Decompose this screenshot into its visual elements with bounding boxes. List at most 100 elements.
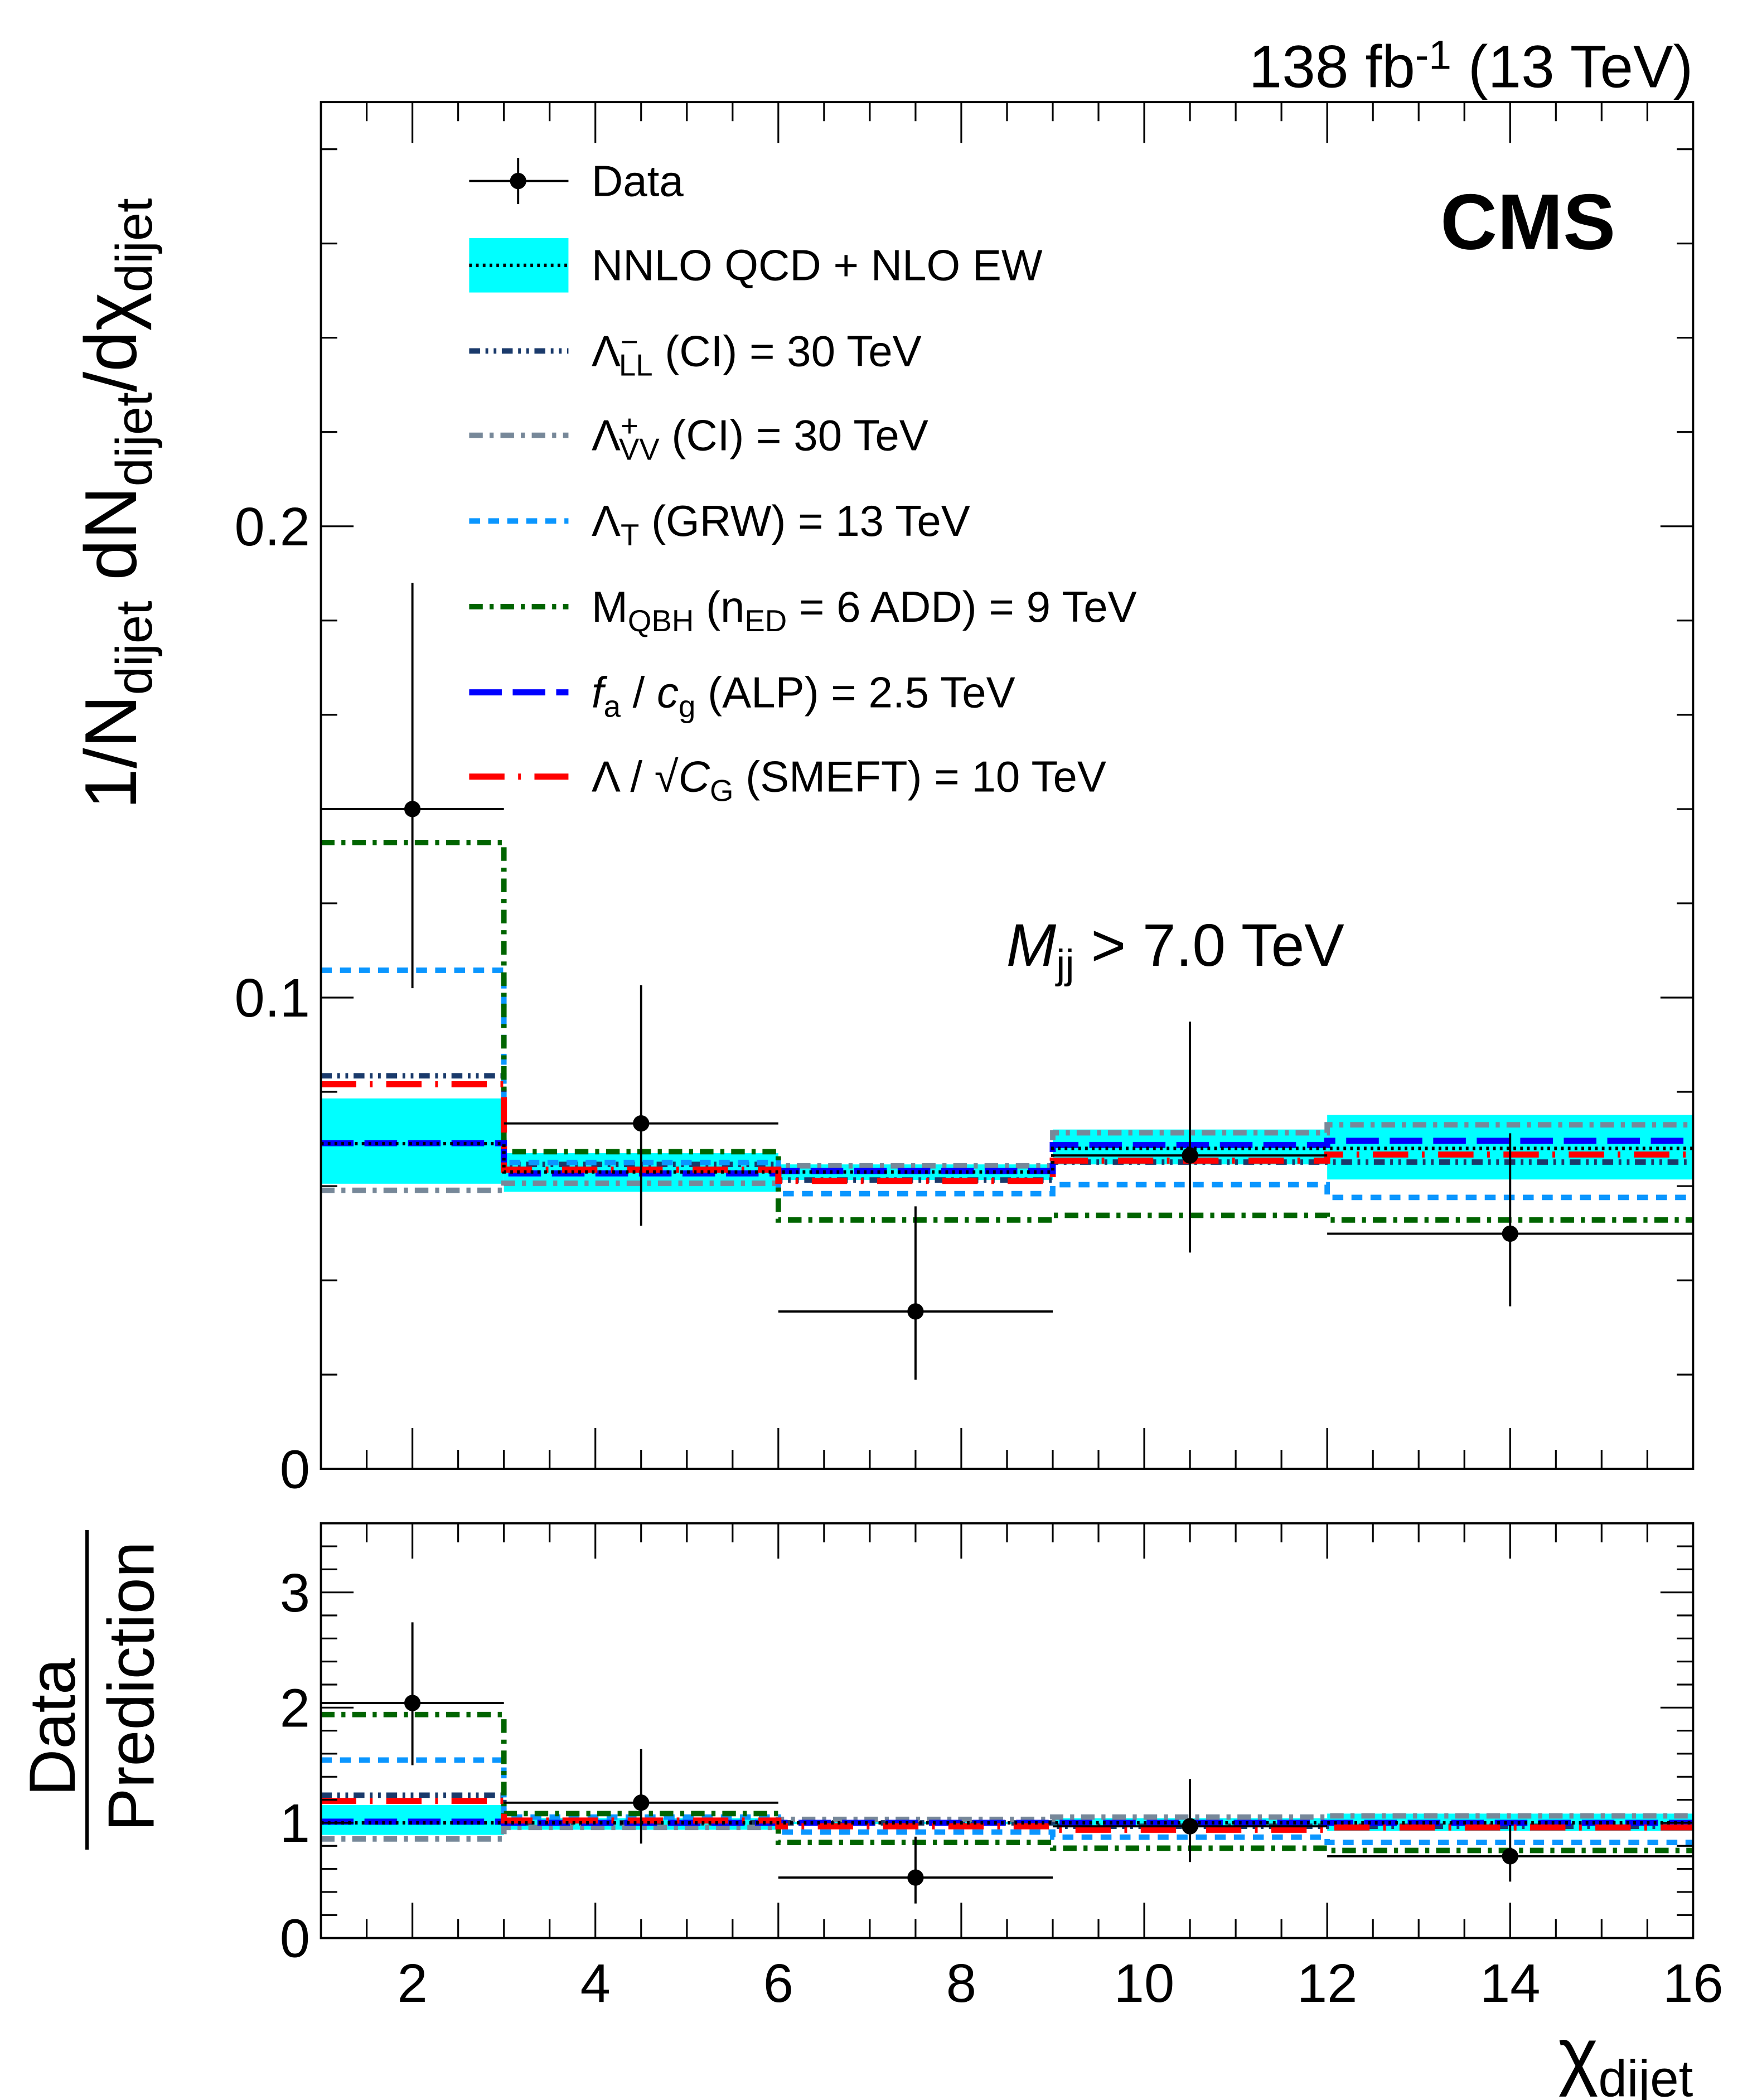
legend-label: fa / cg (ALP) = 2.5 TeV	[592, 667, 1015, 723]
y-tick-label: 1	[280, 1793, 310, 1854]
data-marker	[1182, 1147, 1198, 1164]
label-part: ED	[744, 603, 787, 637]
label-part: (GRW) = 13 TeV	[639, 496, 970, 545]
label-part: dijet	[105, 392, 162, 486]
legend-entry-grw: ΛT (GRW) = 13 TeV	[469, 496, 970, 552]
legend-label: Λ+ VV (CI) = 30 TeV	[592, 409, 928, 466]
data-marker	[1502, 1225, 1518, 1242]
data-point	[1327, 1825, 1693, 1882]
label-part: /dχ	[70, 292, 152, 392]
y-axis-label: 1/Ndijet dNdijet/dχdijet	[70, 198, 163, 809]
legend-label: ΛT (GRW) = 13 TeV	[592, 496, 970, 552]
label-part: Λ	[592, 410, 621, 459]
label-part: (13 TeV)	[1451, 33, 1693, 100]
legend-label: Λ / √CG (SMEFT) = 10 TeV	[592, 752, 1106, 807]
ratio-numerator-label: Data	[16, 1658, 89, 1796]
vv-prediction-line	[321, 1122, 1693, 1193]
legend-entry-qbh: MQBH (nED = 6 ADD) = 9 TeV	[469, 582, 1137, 638]
label-part: Λ	[592, 326, 621, 375]
label-part: = 6 ADD) = 9 TeV	[787, 582, 1137, 631]
data-marker	[907, 1869, 924, 1886]
label-part: Data	[592, 156, 684, 205]
x-axis-label: χdijet	[1558, 2012, 1693, 2100]
data-marker	[633, 1115, 650, 1132]
label-part: C	[679, 752, 710, 801]
y-tick-label: 0.1	[234, 967, 310, 1028]
plot-frame	[320, 1522, 1695, 1939]
label-part: Λ / √	[592, 752, 679, 801]
data-marker	[633, 1794, 650, 1811]
label-part: T	[621, 518, 639, 552]
label-part: (ALP) = 2.5 TeV	[695, 667, 1015, 717]
x-tick-label: 4	[580, 1953, 611, 2014]
label-part: dN	[70, 486, 152, 601]
label-part: χ	[1558, 2012, 1599, 2097]
data-point	[321, 1622, 504, 1765]
data-marker	[1502, 1848, 1518, 1865]
label-part: 138 fb	[1249, 33, 1415, 100]
mass-cut-label: Mjj > 7.0 TeV	[1006, 912, 1345, 987]
legend-label: MQBH (nED = 6 ADD) = 9 TeV	[592, 582, 1137, 638]
legend-entry-alp: fa / cg (ALP) = 2.5 TeV	[469, 667, 1015, 723]
label-part: Λ	[592, 496, 621, 545]
legend-label: NNLO QCD + NLO EW	[592, 241, 1043, 290]
label-part: (CI) = 30 TeV	[653, 326, 922, 375]
label-part: /	[621, 667, 657, 717]
smeft-prediction-line	[321, 1798, 1693, 1833]
data-point	[778, 1836, 1053, 1904]
y-tick-label: 3	[280, 1562, 310, 1623]
cms-logo-text: CMS	[1440, 178, 1615, 266]
x-tick-label: 14	[1480, 1953, 1541, 2014]
y-tick-label: 0	[280, 1439, 310, 1499]
label-part: (SMEFT) = 10 TeV	[733, 752, 1106, 801]
data-point	[778, 1206, 1053, 1380]
data-point	[1327, 1133, 1693, 1307]
label-part: a	[604, 689, 621, 723]
label-part: -1	[1415, 32, 1451, 78]
ratio-denominator-label: Prediction	[95, 1541, 168, 1831]
data-point	[504, 1749, 778, 1844]
label-part: dijet	[1598, 2050, 1693, 2100]
legend-entry-ll: Λ− LL (CI) = 30 TeV	[469, 325, 922, 382]
data-point	[321, 583, 504, 989]
data-marker	[907, 1303, 924, 1320]
legend-entry-nnlo: NNLO QCD + NLO EW	[469, 238, 1043, 293]
smeft-prediction-line	[321, 1081, 1693, 1184]
data-point	[1052, 1779, 1328, 1862]
label-part: dijet	[105, 601, 162, 695]
x-tick-label: 6	[763, 1953, 793, 2014]
y-tick-label: 2	[280, 1677, 310, 1738]
label-part: > 7.0 TeV	[1074, 912, 1345, 979]
data-marker	[404, 1695, 421, 1711]
data-marker	[1182, 1818, 1198, 1835]
legend-entry-smeft: Λ / √CG (SMEFT) = 10 TeV	[469, 752, 1106, 807]
label-part: QBH	[628, 603, 694, 637]
label-part: G	[710, 773, 734, 807]
x-tick-label: 2	[397, 1953, 427, 2014]
legend-label: Λ− LL (CI) = 30 TeV	[592, 325, 922, 382]
label-part: 1/N	[70, 695, 152, 809]
label-part: dijet	[105, 198, 162, 292]
label-part: VV	[619, 432, 660, 466]
data-point	[1052, 1022, 1328, 1253]
x-tick-label: 8	[946, 1953, 976, 2014]
label-part: −	[621, 325, 638, 359]
label-part: c	[657, 667, 679, 717]
grw-prediction-line	[321, 967, 1693, 1201]
legend-label: Data	[592, 156, 684, 205]
data-point	[504, 985, 778, 1226]
vv-prediction-line	[321, 1813, 1693, 1842]
main-panel: 0 0.1 0.2	[234, 101, 1695, 1499]
label-part: LL	[619, 348, 653, 382]
label-part: +	[621, 409, 638, 443]
x-tick-label: 16	[1663, 1953, 1724, 2014]
label-part: M	[592, 582, 628, 631]
label-part: M	[1006, 912, 1057, 979]
label-part: g	[679, 689, 695, 723]
y-tick-label: 0	[280, 1908, 310, 1969]
data-marker	[404, 801, 421, 817]
